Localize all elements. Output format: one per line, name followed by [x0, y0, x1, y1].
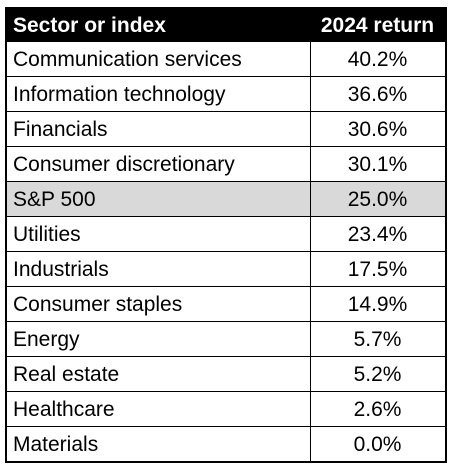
table-row: Consumer discretionary 30.1%: [5, 146, 446, 182]
return-cell: 2.6%: [309, 391, 446, 427]
sector-cell: Information technology: [5, 76, 311, 112]
return-cell: 5.2%: [309, 356, 446, 392]
header-row: Sector or index 2024 return: [5, 7, 446, 42]
table-row: Materials 0.0%: [5, 426, 446, 463]
sector-cell: Industrials: [5, 251, 311, 287]
return-cell: 23.4%: [309, 216, 446, 252]
return-cell: 25.0%: [309, 181, 446, 217]
table-row: Consumer staples 14.9%: [5, 286, 446, 322]
table-row: Real estate 5.2%: [5, 356, 446, 392]
table-row: Communication services 40.2%: [5, 41, 446, 77]
sector-cell: Materials: [5, 426, 311, 463]
returns-table-container: Sector or index 2024 return Communicatio…: [5, 7, 447, 463]
returns-table: Sector or index 2024 return Communicatio…: [5, 7, 447, 463]
return-cell: 14.9%: [309, 286, 446, 322]
sector-cell: Consumer discretionary: [5, 146, 311, 182]
table-row: Financials 30.6%: [5, 111, 446, 147]
sector-cell: Communication services: [5, 41, 311, 77]
sector-cell: Financials: [5, 111, 311, 147]
return-cell: 17.5%: [309, 251, 446, 287]
return-cell: 30.1%: [309, 146, 446, 182]
column-header-return: 2024 return: [309, 7, 446, 42]
table-row: Energy 5.7%: [5, 321, 446, 357]
return-cell: 0.0%: [309, 426, 446, 463]
sector-cell: Utilities: [5, 216, 311, 252]
return-cell: 40.2%: [309, 41, 446, 77]
table-row: Industrials 17.5%: [5, 251, 446, 287]
table-row: Information technology 36.6%: [5, 76, 446, 112]
column-header-sector: Sector or index: [5, 7, 311, 42]
sector-cell: Energy: [5, 321, 311, 357]
sector-cell: Real estate: [5, 356, 311, 392]
return-cell: 30.6%: [309, 111, 446, 147]
table-row: Utilities 23.4%: [5, 216, 446, 252]
table-row: S&P 500 25.0%: [5, 181, 446, 217]
return-cell: 5.7%: [309, 321, 446, 357]
sector-cell: Healthcare: [5, 391, 311, 427]
table-body: Communication services 40.2% Information t…: [5, 41, 446, 463]
return-cell: 36.6%: [309, 76, 446, 112]
sector-cell: Consumer staples: [5, 286, 311, 322]
table-row: Healthcare 2.6%: [5, 391, 446, 427]
sector-cell: S&P 500: [5, 181, 311, 217]
